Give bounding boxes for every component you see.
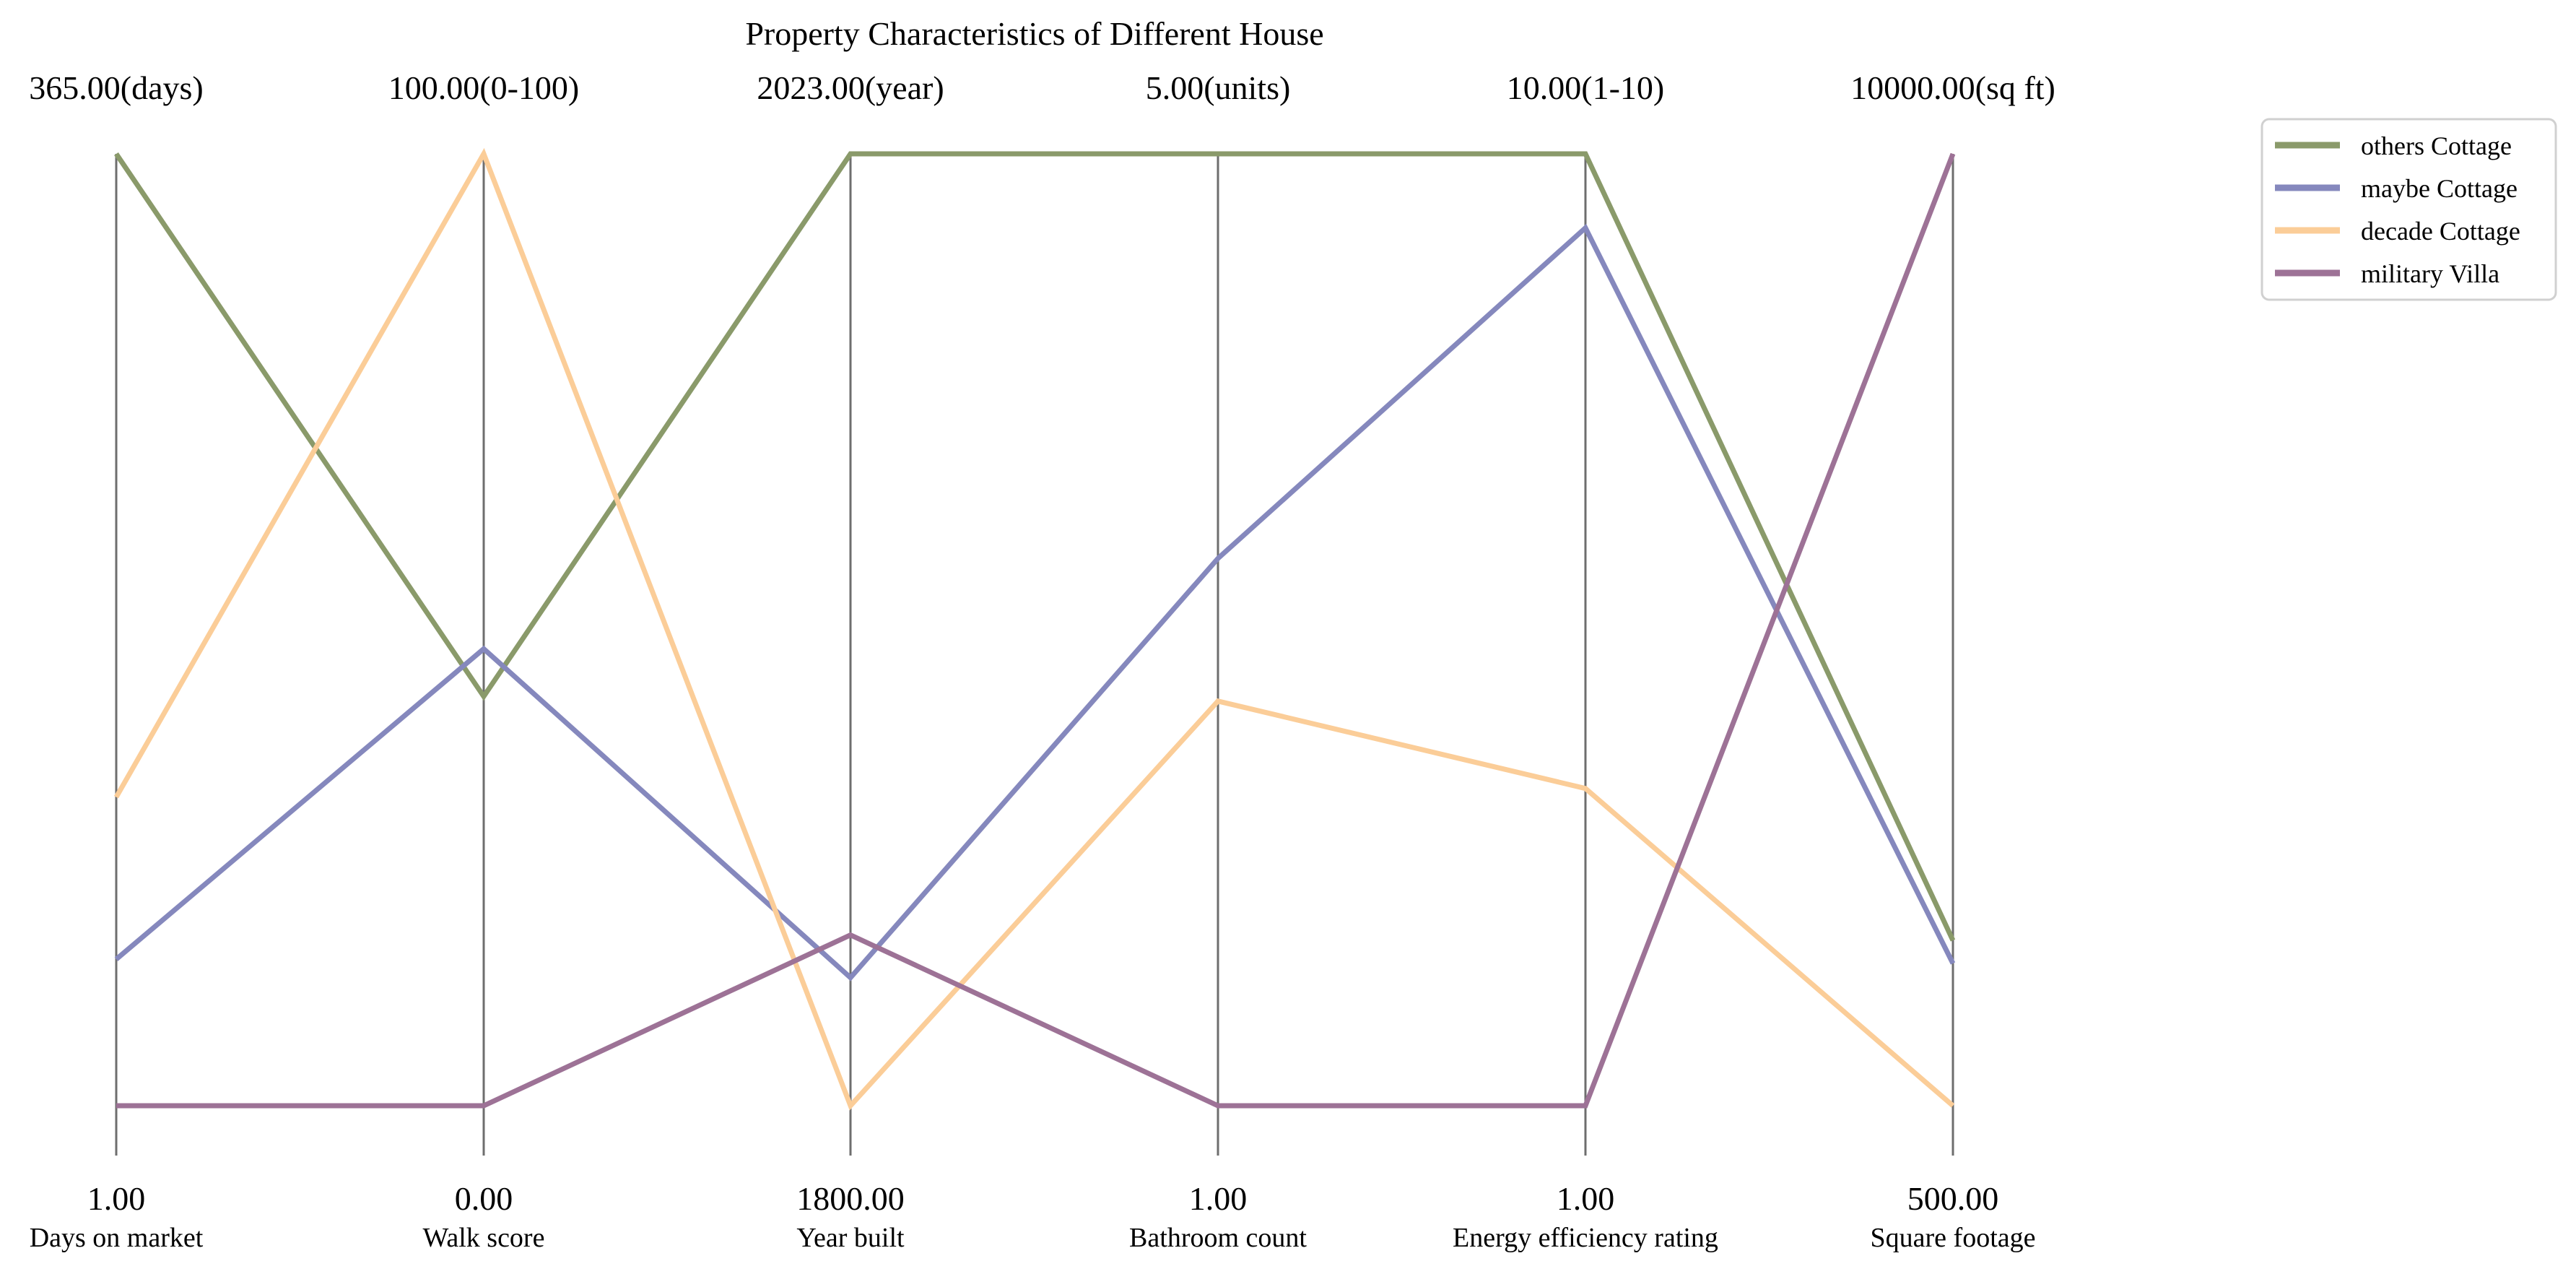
- axis-title: Bathroom count: [1129, 1223, 1307, 1253]
- series-line: [114, 151, 1956, 942]
- axis-title: Year built: [796, 1223, 905, 1253]
- axes-group: 365.00(days) 1.00 Days on market 100.00(0-1…: [29, 69, 2055, 1253]
- legend-label: maybe Cottage: [2361, 174, 2518, 203]
- axis-title: Square footage: [1871, 1223, 2036, 1253]
- chart-title: Property Characteristics of Different Ho…: [745, 15, 1323, 52]
- series-line: [114, 223, 1956, 982]
- legend-label: others Cottage: [2361, 131, 2512, 160]
- axis-title: Energy efficiency rating: [1453, 1223, 1718, 1253]
- axis-max-label: 100.00(0-100): [388, 69, 579, 106]
- legend-frame: [2260, 118, 2557, 301]
- axis-max-label: 2023.00(year): [757, 69, 944, 106]
- axis-max-label: 10.00(1-10): [1507, 69, 1664, 106]
- legend-label: military Villa: [2361, 259, 2499, 288]
- axis-title: Walk score: [423, 1223, 545, 1253]
- axis-min-label: 500.00: [1907, 1180, 1999, 1217]
- axis-min-label: 1.00: [87, 1180, 146, 1217]
- axis-min-label: 1.00: [1557, 1180, 1615, 1217]
- legend-label: decade Cottage: [2361, 217, 2520, 246]
- series-line: [113, 147, 1955, 1111]
- axis-title: Days on market: [30, 1223, 204, 1253]
- series-lines-group: [113, 147, 1956, 1111]
- axis-min-label: 1800.00: [796, 1180, 905, 1217]
- legend: others Cottage maybe Cottage decade Cottag…: [2260, 118, 2557, 301]
- series-line: [116, 152, 1956, 1109]
- axis-max-label: 10000.00(sq ft): [1850, 69, 2055, 106]
- axis-min-label: 1.00: [1189, 1180, 1248, 1217]
- axis-max-label: 5.00(units): [1146, 69, 1291, 106]
- axis-min-label: 0.00: [455, 1180, 513, 1217]
- axis-max-label: 365.00(days): [29, 69, 203, 106]
